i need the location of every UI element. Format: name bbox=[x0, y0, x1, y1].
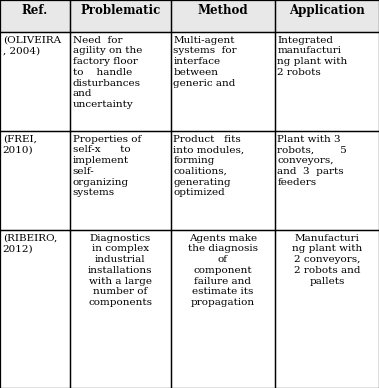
Bar bbox=[70, 0, 171, 32]
Text: Plant with 3
robots,        5
conveyors,
and  3  parts
feeders: Plant with 3 robots, 5 conveyors, and 3 … bbox=[277, 135, 347, 187]
Bar bbox=[0, 32, 70, 131]
Bar bbox=[0, 131, 70, 230]
Text: Agents make
the diagnosis
of
component
failure and
estimate its
propagation: Agents make the diagnosis of component f… bbox=[188, 234, 258, 307]
Bar bbox=[171, 131, 275, 230]
Bar bbox=[70, 230, 171, 388]
Text: Problematic: Problematic bbox=[80, 4, 160, 17]
Text: (OLIVEIRA
, 2004): (OLIVEIRA , 2004) bbox=[3, 36, 61, 55]
Bar bbox=[0, 230, 70, 388]
Bar bbox=[275, 32, 379, 131]
Bar bbox=[70, 131, 171, 230]
Text: Application: Application bbox=[289, 4, 365, 17]
Text: Diagnostics
in complex
industrial
installations
with a large
number of
component: Diagnostics in complex industrial instal… bbox=[88, 234, 153, 307]
Bar bbox=[0, 0, 70, 32]
Text: Need  for
agility on the
factory floor
to    handle
disturbances
and
uncertainty: Need for agility on the factory floor to… bbox=[73, 36, 142, 109]
Bar bbox=[70, 32, 171, 131]
Text: Manufacturi
ng plant with
2 conveyors,
2 robots and
pallets: Manufacturi ng plant with 2 conveyors, 2… bbox=[292, 234, 362, 286]
Bar bbox=[275, 131, 379, 230]
Bar bbox=[171, 32, 275, 131]
Bar bbox=[171, 0, 275, 32]
Bar bbox=[171, 230, 275, 388]
Text: Method: Method bbox=[197, 4, 248, 17]
Text: Integrated
manufacturi
ng plant with
2 robots: Integrated manufacturi ng plant with 2 r… bbox=[277, 36, 348, 77]
Text: Properties of
self-x      to
implement
self-
organizing
systems: Properties of self-x to implement self- … bbox=[73, 135, 141, 197]
Text: (FREI,
2010): (FREI, 2010) bbox=[3, 135, 36, 154]
Text: Multi-agent
systems  for
interface
between
generic and: Multi-agent systems for interface betwee… bbox=[173, 36, 237, 88]
Bar bbox=[275, 0, 379, 32]
Text: (RIBEIRO,
2012): (RIBEIRO, 2012) bbox=[3, 234, 57, 253]
Bar bbox=[275, 230, 379, 388]
Text: Product   fits
into modules,
forming
coalitions,
generating
optimized: Product fits into modules, forming coali… bbox=[173, 135, 244, 197]
Text: Ref.: Ref. bbox=[22, 4, 48, 17]
